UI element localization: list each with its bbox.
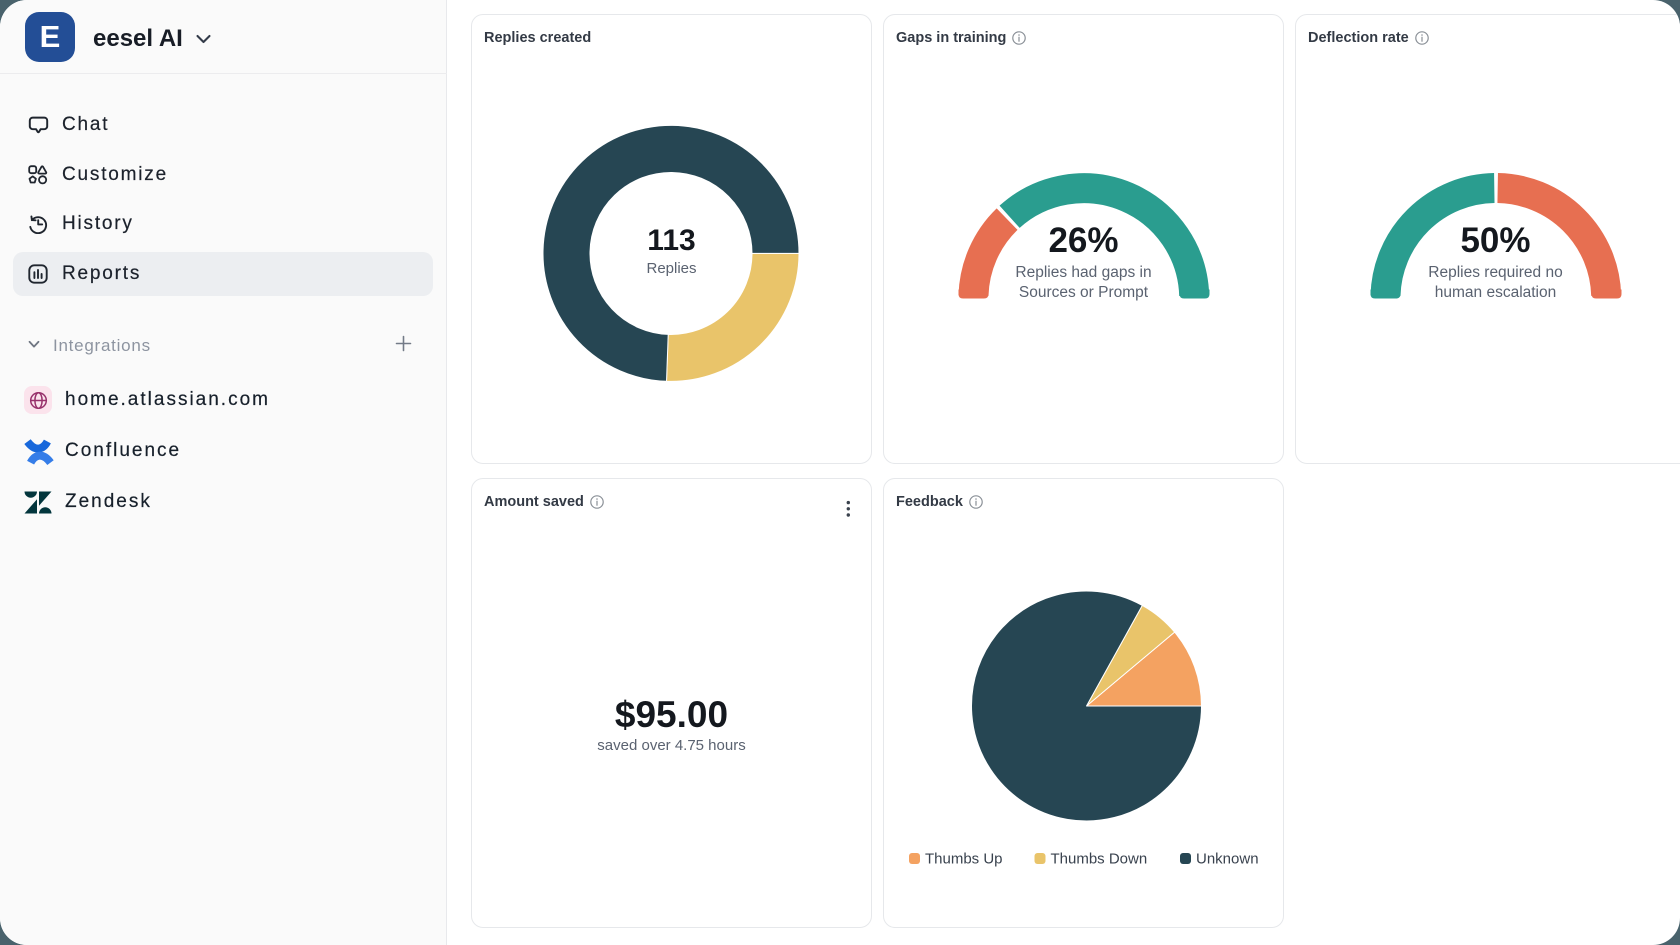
svg-text:Thumbs Up: Thumbs Up [925,851,1003,868]
svg-text:Unknown: Unknown [1196,851,1259,868]
svg-text:Thumbs Down: Thumbs Down [1051,851,1148,868]
